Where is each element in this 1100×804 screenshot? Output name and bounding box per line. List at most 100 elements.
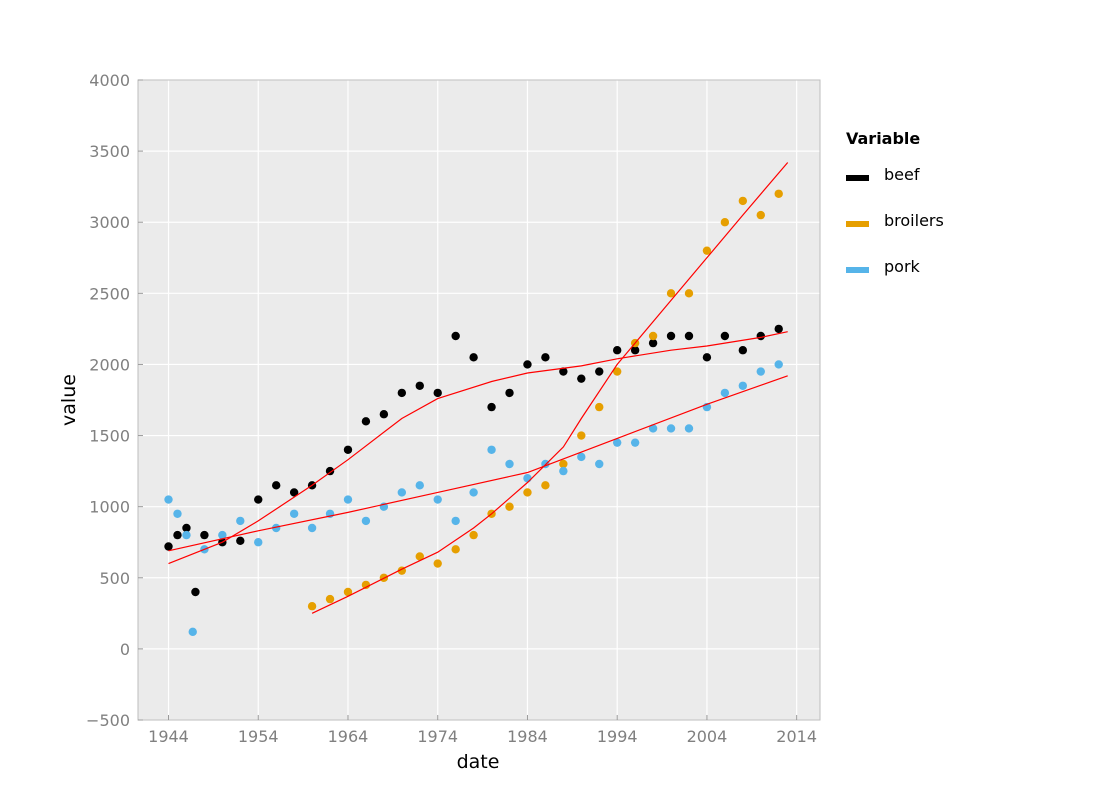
x-tick-label: 1954 (238, 727, 279, 746)
legend-swatch (846, 221, 869, 227)
beef-point (451, 331, 460, 341)
beef-point (433, 388, 442, 398)
beef-point (487, 402, 496, 412)
pork-point (254, 538, 263, 547)
pork-point (415, 481, 424, 490)
pork-point (577, 452, 586, 462)
beef-point (541, 353, 550, 362)
pork-point (756, 367, 765, 376)
x-tick-label: 1944 (148, 727, 189, 746)
x-tick-label: 2004 (687, 727, 728, 746)
broilers-point (577, 431, 586, 440)
pork-point (289, 509, 299, 518)
pork-point (648, 424, 658, 433)
y-tick-label: 2000 (89, 355, 130, 374)
legend-label: beef (884, 165, 920, 184)
beef-point (702, 353, 712, 362)
legend-item-broilers: broilers (846, 211, 944, 230)
broilers-point (469, 530, 478, 540)
pork-point (666, 424, 676, 433)
series-broilers (307, 189, 783, 611)
beef-point (164, 542, 173, 551)
pork-point (343, 495, 353, 504)
beef-point (254, 495, 263, 504)
x-tick-label: 1964 (328, 727, 369, 746)
pork-point (612, 438, 622, 447)
y-tick-label: 1000 (89, 498, 130, 517)
pork-point (684, 424, 694, 433)
legend-item-pork: pork (846, 257, 921, 276)
pork-trend-line (168, 375, 788, 552)
beef-point (379, 410, 389, 419)
beef-point (173, 530, 182, 540)
pork-point (164, 495, 173, 504)
broilers-point (523, 488, 532, 497)
beef-trend-line (168, 331, 788, 565)
plot-frame (137, 79, 821, 721)
pork-point (451, 516, 460, 526)
broilers-trend-line (311, 162, 789, 614)
beef-point (595, 367, 604, 376)
y-tick-label: 0 (120, 640, 130, 659)
legend-label: broilers (884, 211, 944, 230)
broilers-point (738, 196, 748, 206)
pork-point (774, 360, 783, 369)
series-pork (164, 360, 783, 637)
beef-point (559, 367, 568, 376)
y-tick-label: 1500 (89, 427, 130, 446)
beef-point (684, 331, 694, 341)
trend-lines (168, 162, 789, 614)
beef-point (289, 488, 299, 497)
broilers-point (361, 580, 371, 590)
broilers-point (415, 552, 424, 561)
beef-point (191, 587, 200, 597)
legend-swatch (846, 267, 869, 273)
beef-point (343, 445, 353, 454)
broilers-point (612, 367, 622, 376)
x-tick-label: 1994 (597, 727, 638, 746)
x-tick-labels: 1944 1954 1964 1974 1984 1994 2004 2014 (148, 715, 817, 746)
beef-point (666, 331, 676, 341)
legend: Variable beef broilers pork (846, 129, 944, 276)
legend-swatch (846, 175, 869, 181)
beef-point (397, 388, 407, 398)
beef-point (612, 346, 622, 355)
beef-point (182, 523, 191, 533)
broilers-point (595, 402, 604, 412)
broilers-point (648, 331, 658, 341)
beef-point (648, 338, 658, 348)
beef-point (325, 466, 335, 476)
pork-point (630, 438, 640, 447)
broilers-point (720, 218, 730, 227)
x-tick-label: 2014 (776, 727, 817, 746)
broilers-point (684, 289, 694, 298)
broilers-point (666, 289, 676, 298)
pork-point (595, 459, 604, 469)
beef-point (200, 530, 209, 540)
y-tick-label: 4000 (89, 71, 130, 90)
beef-point (774, 324, 783, 334)
y-tick-label: −500 (86, 711, 130, 730)
broilers-point (451, 545, 460, 554)
pork-point (307, 523, 317, 533)
beef-point (720, 331, 730, 341)
beef-point (738, 346, 748, 355)
pork-point (188, 627, 197, 637)
broilers-point (433, 559, 442, 568)
pork-point (236, 516, 245, 526)
legend-item-beef: beef (846, 165, 920, 184)
y-axis-title: value (58, 374, 80, 426)
x-tick-label: 1974 (417, 727, 458, 746)
broilers-point (505, 502, 514, 511)
pork-point (433, 495, 442, 504)
broilers-point (702, 246, 712, 255)
pork-point (173, 509, 182, 518)
pork-point (559, 466, 568, 476)
pork-point (487, 445, 496, 454)
pork-point (397, 488, 407, 497)
legend-title: Variable (846, 129, 920, 148)
pork-point (738, 381, 748, 390)
beef-point (361, 417, 371, 426)
broilers-point (325, 594, 335, 604)
beef-point (523, 360, 532, 369)
